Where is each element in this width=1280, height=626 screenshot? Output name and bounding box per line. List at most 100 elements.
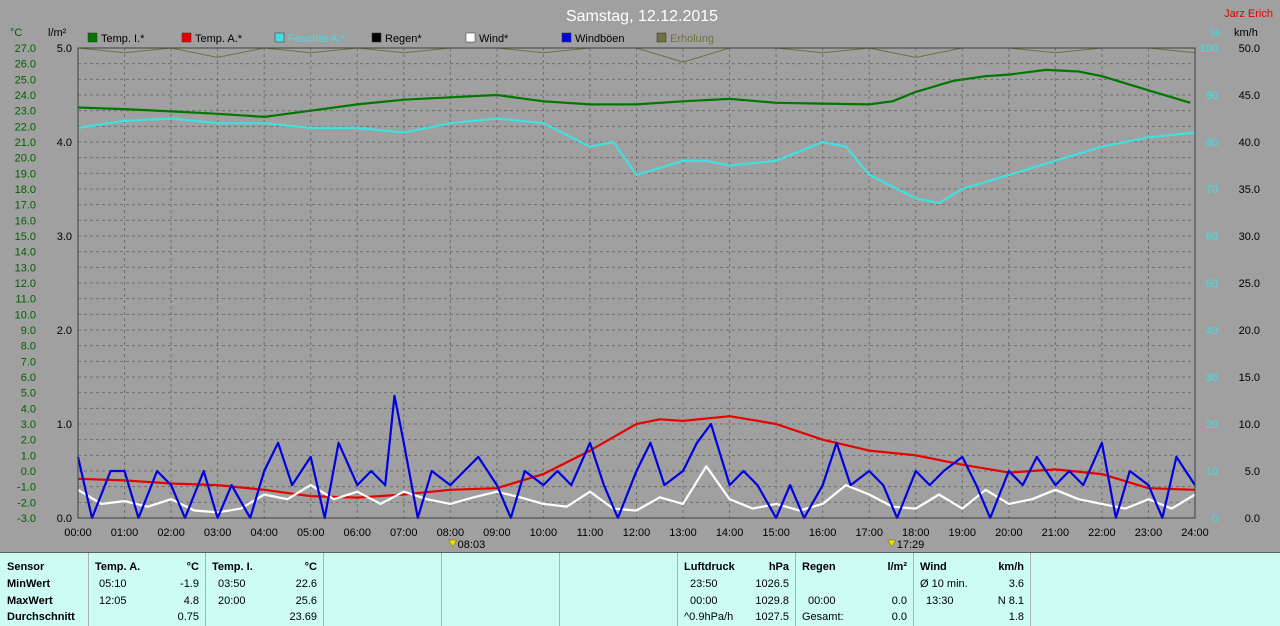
wind-column: Wind km/h Ø 10 min. 3.6 13:30 N 8.1 1.8 [914, 553, 1031, 626]
wind-tick-label: 25.0 [1239, 278, 1260, 290]
x-tick-label: 01:00 [111, 527, 139, 539]
legend-swatch [656, 32, 667, 43]
humidity-tick-label: 20 [1206, 419, 1218, 431]
legend-swatch [181, 32, 192, 43]
temp-a-min-value: -1.9 [180, 578, 199, 590]
wind-tick-label: 20.0 [1239, 325, 1260, 337]
temp-tick-label: 14.0 [15, 247, 36, 259]
wind-max-time: 13:30 [926, 595, 954, 607]
legend-label: Windböen [575, 33, 625, 45]
legend-swatch [87, 32, 98, 43]
temp-tick-label: 15.0 [15, 231, 36, 243]
legend-label: Regen* [385, 33, 422, 45]
series-line-4 [77, 465, 1196, 514]
rain-tick-label: 0.0 [57, 513, 72, 525]
temp-tick-label: 22.0 [15, 121, 36, 133]
summary-panel: Sensor MinWert MaxWert Durchschnitt Temp… [0, 552, 1280, 626]
empty-column-3 [560, 553, 678, 626]
temp-tick-label: 13.0 [15, 262, 36, 274]
humidity-tick-label: 60 [1206, 231, 1218, 243]
temp-tick-label: 4.0 [21, 403, 36, 415]
x-tick-label: 08:00 [437, 527, 465, 539]
temp-a-max-time: 12:05 [99, 595, 127, 607]
temp-tick-label: -2.0 [17, 497, 36, 509]
temp-a-header: Temp. A. [95, 561, 141, 573]
rain-tick-label: 3.0 [57, 231, 72, 243]
x-tick-label: 18:00 [902, 527, 930, 539]
sunset-marker-icon [887, 539, 897, 548]
wind-max-value: N 8.1 [997, 595, 1024, 607]
rain-unit: l/m² [887, 561, 907, 573]
pressure-column: Luftdruck hPa 23:50 1026.5 00:00 1029.8 … [678, 553, 796, 626]
temp-tick-label: 19.0 [15, 168, 36, 180]
pressure-max-time: 00:00 [690, 595, 718, 607]
unit-celsius: °C [10, 27, 22, 39]
empty-column-2 [442, 553, 560, 626]
temp-tick-label: 16.0 [15, 215, 36, 227]
temp-tick-label: 3.0 [21, 419, 36, 431]
temp-tick-label: 9.0 [21, 325, 36, 337]
humidity-tick-label: 70 [1206, 184, 1218, 196]
x-tick-label: 03:00 [204, 527, 232, 539]
x-tick-label: 17:00 [855, 527, 883, 539]
axis-ticks: 00:00 01:00 02:00 03:00 04:00 05:00 06:00 07:00… [15, 43, 1260, 551]
legend-swatch [465, 32, 476, 43]
row-label-min: MinWert [7, 578, 51, 590]
series-line-5 [76, 394, 1196, 520]
x-tick-label: 00:00 [64, 527, 92, 539]
temp-tick-label: 23.0 [15, 106, 36, 118]
series-line-1 [77, 415, 1196, 499]
unit-kmh: km/h [1234, 27, 1258, 39]
sensor-header: Sensor [7, 561, 45, 573]
row-label-avg: Durchschnitt [7, 611, 75, 623]
temp-tick-label: 18.0 [15, 184, 36, 196]
plot-frame [77, 47, 1196, 519]
sunrise-marker-icon [448, 539, 458, 548]
temp-tick-label: 24.0 [15, 90, 36, 102]
empty-column-1 [324, 553, 442, 626]
wind-tick-label: 35.0 [1239, 184, 1260, 196]
x-tick-label: 15:00 [762, 527, 790, 539]
humidity-tick-label: 100 [1200, 43, 1218, 55]
temp-i-unit: °C [304, 561, 317, 573]
legend-label: Wind* [479, 33, 509, 45]
temp-i-header: Temp. I. [212, 561, 253, 573]
pressure-min-value: 1026.5 [755, 578, 789, 590]
rain-tick-label: 1.0 [57, 419, 72, 431]
rain-tick-label: 5.0 [57, 43, 72, 55]
wind-day-avg-value: 1.8 [1008, 611, 1024, 623]
x-tick-label: 06:00 [343, 527, 371, 539]
pressure-trend: ^0.9hPa/h [684, 611, 734, 623]
x-tick-label: 14:00 [716, 527, 744, 539]
legend: Temp. I.* Temp. A.* Feuchte A.* Regen* Wind*… [87, 32, 714, 45]
x-tick-label: 02:00 [157, 527, 185, 539]
legend-label: Temp. I.* [101, 33, 145, 45]
temp-tick-label: 12.0 [15, 278, 36, 290]
series-line-2 [77, 117, 1196, 205]
wind-header: Wind [920, 561, 947, 573]
temp-tick-label: 6.0 [21, 372, 36, 384]
temp-i-max-value: 25.6 [295, 595, 317, 607]
x-tick-label: 09:00 [483, 527, 511, 539]
humidity-tick-label: 40 [1206, 325, 1218, 337]
x-tick-label: 05:00 [297, 527, 325, 539]
weather-chart: Samstag, 12.12.2015 Jarz Erich °C l/m² %… [10, 8, 1273, 551]
series-line-0 [77, 68, 1191, 119]
humidity-tick-label: 90 [1206, 90, 1218, 102]
temp-tick-label: 20.0 [15, 153, 36, 165]
x-tick-label: 22:00 [1088, 527, 1116, 539]
wind-tick-label: 15.0 [1239, 372, 1260, 384]
pressure-min-time: 23:50 [690, 578, 718, 590]
rain-total-label: Gesamt: [802, 611, 844, 623]
x-tick-label: 16:00 [809, 527, 837, 539]
legend-swatch [274, 32, 285, 43]
pressure-avg-value: 1027.5 [755, 611, 789, 623]
author-label: Jarz Erich [1224, 8, 1273, 20]
x-tick-label: 24:00 [1181, 527, 1209, 539]
temp-tick-label: 2.0 [21, 435, 36, 447]
rain-max-time: 00:00 [808, 595, 836, 607]
temp-a-unit: °C [186, 561, 199, 573]
temp-i-min-time: 03:50 [218, 578, 246, 590]
legend-label: Feuchte A.* [288, 33, 346, 45]
temp-i-max-time: 20:00 [218, 595, 246, 607]
